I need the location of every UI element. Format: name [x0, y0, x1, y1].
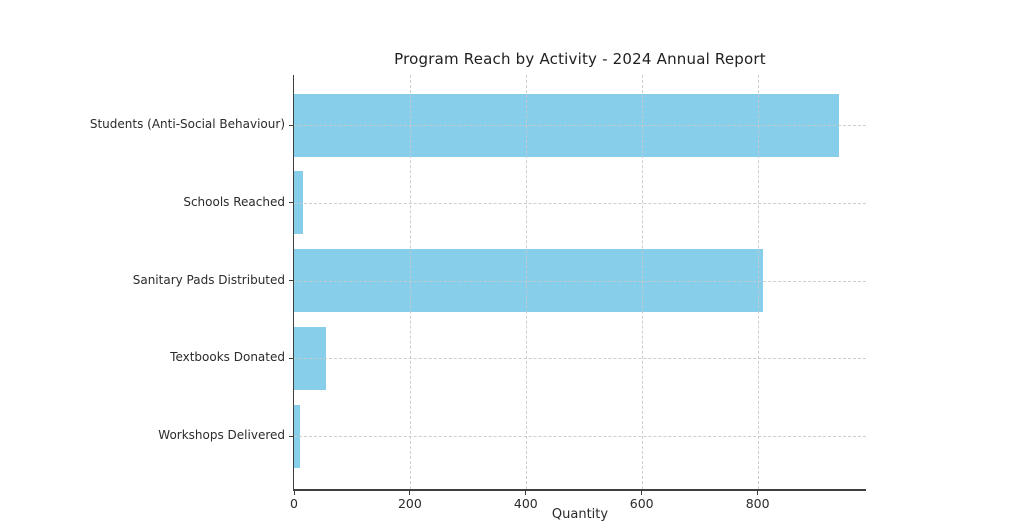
- y-tick-mark: [288, 357, 293, 359]
- x-tick-label: 800: [745, 496, 770, 511]
- x-tick-mark: [641, 490, 643, 495]
- h-gridline: [294, 125, 866, 126]
- y-tick-mark: [288, 202, 293, 204]
- y-axis-category-label: Workshops Delivered: [158, 428, 285, 442]
- x-tick-mark: [757, 490, 759, 495]
- v-gridline: [641, 75, 643, 489]
- x-tick-mark: [293, 490, 295, 495]
- x-tick-label: 400: [513, 496, 538, 511]
- h-gridline: [294, 436, 866, 437]
- chart-title: Program Reach by Activity - 2024 Annual …: [394, 50, 766, 68]
- v-gridline: [409, 75, 411, 489]
- v-gridline: [757, 75, 759, 489]
- x-tick-label: 200: [397, 496, 422, 511]
- y-axis-category-label: Students (Anti-Social Behaviour): [89, 117, 285, 131]
- x-axis-spine: [292, 489, 866, 491]
- x-tick-mark: [525, 490, 527, 495]
- x-tick-label: 0: [290, 496, 298, 511]
- y-axis-spine: [292, 75, 294, 491]
- h-gridline: [294, 280, 866, 282]
- x-tick-mark: [409, 490, 411, 495]
- y-axis-category-label: Textbooks Donated: [170, 350, 285, 365]
- h-gridline: [294, 358, 866, 360]
- y-tick-mark: [288, 435, 293, 437]
- y-axis-category-label: Sanitary Pads Distributed: [132, 272, 285, 287]
- y-tick-mark: [288, 124, 293, 126]
- y-tick-mark: [288, 280, 293, 281]
- v-gridline: [525, 75, 527, 489]
- x-axis-label: Quantity: [551, 507, 609, 522]
- h-gridline: [294, 202, 866, 204]
- x-tick-label: 600: [629, 496, 654, 511]
- y-axis-category-label: Schools Reached: [183, 194, 285, 209]
